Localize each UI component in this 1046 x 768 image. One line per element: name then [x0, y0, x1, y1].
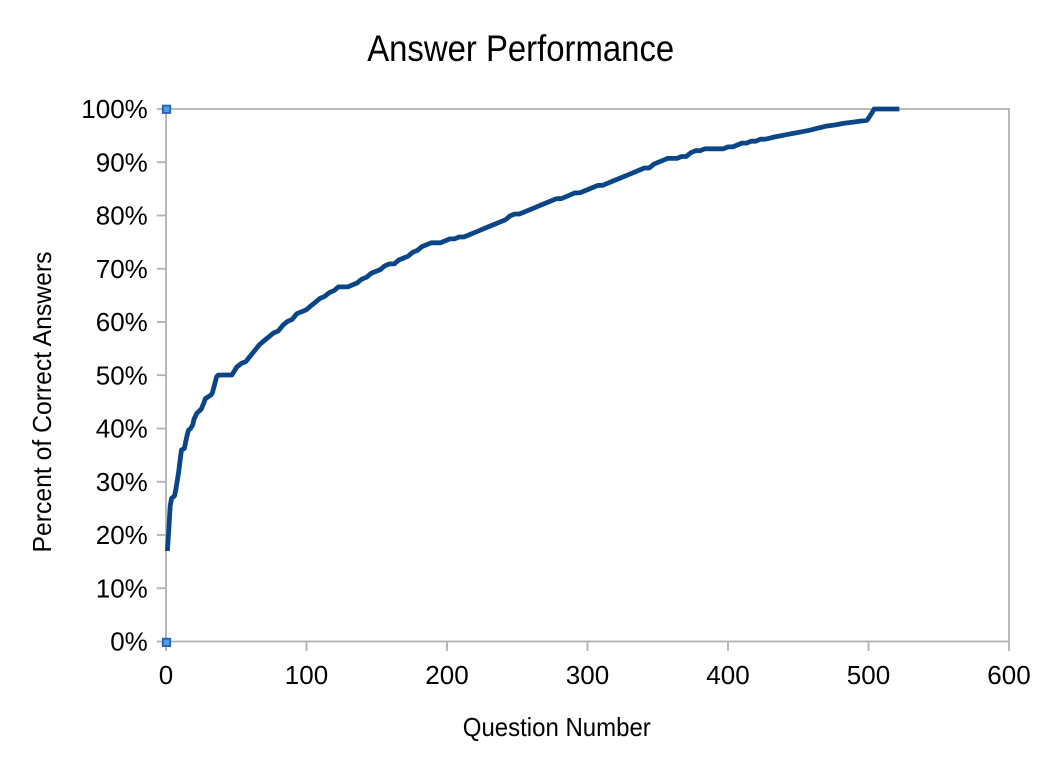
svg-text:100%: 100%	[81, 94, 148, 124]
svg-text:0%: 0%	[110, 627, 148, 657]
svg-text:Question Number: Question Number	[463, 712, 651, 742]
svg-text:300: 300	[566, 660, 609, 690]
svg-text:70%: 70%	[96, 254, 148, 284]
svg-text:Percent of Correct Answers: Percent of Correct Answers	[27, 252, 57, 553]
svg-text:10%: 10%	[96, 574, 148, 604]
svg-text:400: 400	[706, 660, 749, 690]
svg-text:60%: 60%	[96, 307, 148, 337]
svg-text:30%: 30%	[96, 467, 148, 497]
svg-text:600: 600	[987, 660, 1030, 690]
svg-text:500: 500	[847, 660, 890, 690]
svg-text:Answer Performance: Answer Performance	[367, 28, 674, 69]
svg-text:0: 0	[159, 660, 173, 690]
svg-text:50%: 50%	[96, 360, 148, 390]
svg-text:80%: 80%	[96, 201, 148, 231]
svg-text:200: 200	[425, 660, 468, 690]
svg-text:40%: 40%	[96, 414, 148, 444]
svg-text:20%: 20%	[96, 520, 148, 550]
svg-text:100: 100	[285, 660, 328, 690]
svg-text:90%: 90%	[96, 147, 148, 177]
